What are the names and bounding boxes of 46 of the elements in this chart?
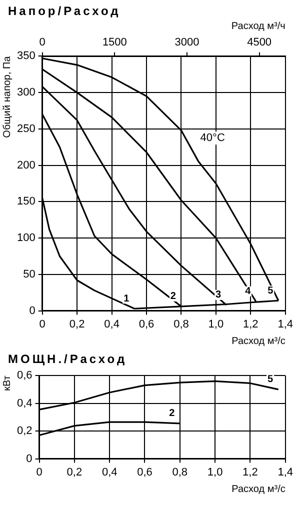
x2-tick-label: 0 (39, 36, 46, 49)
y-tick-label: 0,2 (16, 425, 32, 438)
y-tick-label: 0 (29, 304, 36, 317)
series-label: 5 (268, 285, 274, 296)
x-tick-label: 1,2 (242, 466, 258, 478)
x-tick-label: 0,6 (137, 466, 152, 478)
x-tick-label: 1,4 (278, 466, 294, 478)
series-label: 2 (170, 291, 176, 302)
series-label: 2 (169, 408, 176, 420)
y-axis-title: кВт (2, 375, 13, 391)
x-tick-label: 0,2 (66, 466, 82, 478)
x-tick-label: 1,2 (242, 318, 258, 330)
series-label: 5 (268, 374, 274, 386)
y-tick-label: 200 (16, 159, 36, 172)
x-tick-label: 0,4 (102, 466, 118, 478)
x-tick-label: 0,8 (172, 466, 188, 478)
x2-tick-label: 4500 (247, 36, 272, 49)
x2-axis-title: Расход м³/ч (231, 20, 286, 32)
x-tick-label: 0,4 (104, 318, 120, 330)
x2-tick-label: 1500 (102, 36, 127, 49)
y-tick-label: 0 (26, 452, 32, 465)
y-tick-label: 300 (16, 86, 36, 99)
x-axis-title: Расход м³/с (232, 484, 286, 495)
y-axis-title: Общий напор, Па (2, 56, 13, 138)
series-label: 1 (124, 293, 130, 304)
y-tick-label: 350 (16, 50, 36, 62)
y-tick-label: 0,6 (16, 370, 32, 382)
x-tick-label: 0,8 (174, 318, 189, 330)
x-tick-label: 0,6 (138, 318, 154, 330)
x2-tick-label: 3000 (174, 36, 200, 49)
chart-title: Напор/Расход (8, 4, 122, 18)
x-tick-label: 1,0 (207, 466, 223, 478)
series-label: 3 (216, 290, 222, 301)
x-tick-label: 1,4 (278, 318, 294, 330)
x-tick-label: 1,0 (208, 318, 224, 330)
annotation: 40°C (200, 132, 225, 144)
y-tick-label: 0,4 (16, 397, 32, 410)
y-tick-label: 100 (16, 232, 36, 244)
series-label: 4 (245, 286, 252, 298)
x-tick-label: 0,2 (69, 318, 85, 330)
x-tick-label: 0 (39, 318, 46, 330)
chart-title: МОЩН./Расход (8, 352, 128, 366)
y-tick-label: 50 (23, 268, 36, 280)
y-tick-label: 150 (16, 196, 36, 208)
x-axis-title: Расход м³/с (232, 336, 286, 347)
y-tick-label: 250 (16, 122, 36, 135)
